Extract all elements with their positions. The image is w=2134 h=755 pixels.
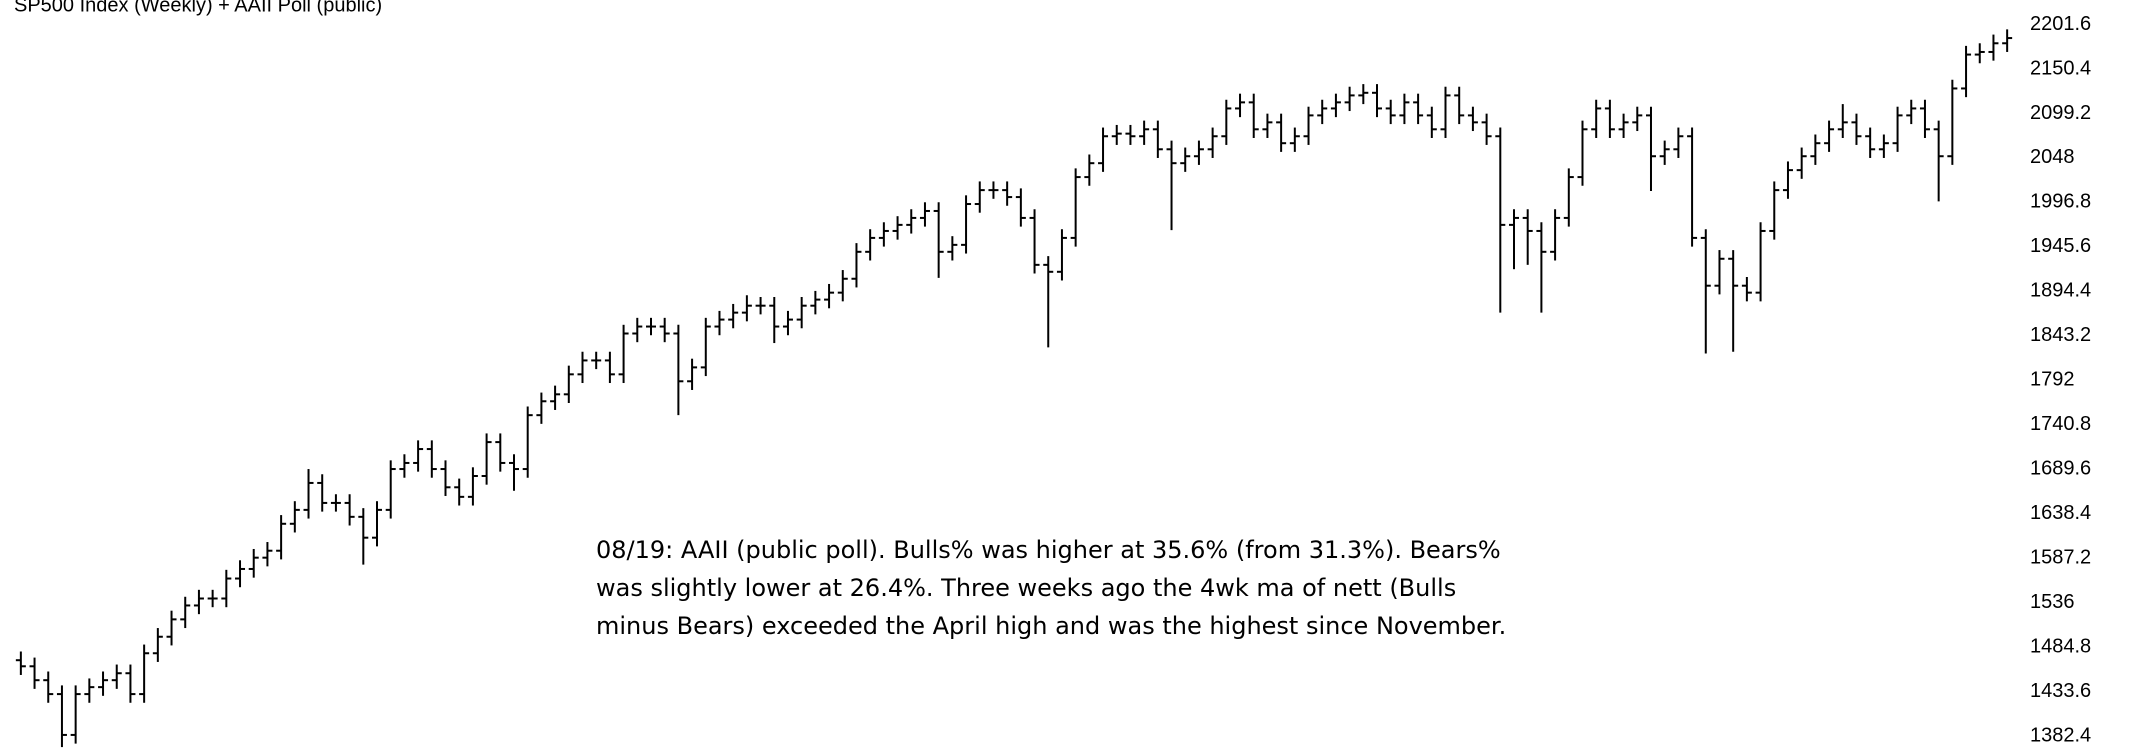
- y-tick-label: 1587.2: [2030, 547, 2091, 569]
- y-tick-label: 1740.8: [2030, 413, 2091, 435]
- y-tick-label: 1689.6: [2030, 458, 2091, 480]
- y-tick-label: 2150.4: [2030, 57, 2091, 79]
- y-tick-label: 1792: [2030, 369, 2075, 391]
- y-tick-label: 1484.8: [2030, 636, 2091, 658]
- chart-title: SP500 Index (Weekly) + AAII Poll (public…: [14, 0, 382, 16]
- y-tick-label: 1894.4: [2030, 280, 2091, 302]
- annotation: 08/19: AAII (public poll). Bulls% was hi…: [596, 536, 1501, 564]
- y-tick-label: 1843.2: [2030, 324, 2091, 346]
- y-tick-label: 1382.4: [2030, 725, 2091, 747]
- y-tick-label: 1996.8: [2030, 191, 2091, 213]
- y-tick-label: 1536: [2030, 591, 2075, 613]
- annotation: was slightly lower at 26.4%. Three weeks…: [596, 574, 1456, 602]
- y-tick-label: 1638.4: [2030, 502, 2091, 524]
- y-tick-label: 2099.2: [2030, 102, 2091, 124]
- y-tick-label: 1433.6: [2030, 680, 2091, 702]
- y-tick-label: 1945.6: [2030, 235, 2091, 257]
- y-tick-label: 2201.6: [2030, 13, 2091, 35]
- y-tick-label: 2048: [2030, 146, 2075, 168]
- annotation: minus Bears) exceeded the April high and…: [596, 612, 1506, 640]
